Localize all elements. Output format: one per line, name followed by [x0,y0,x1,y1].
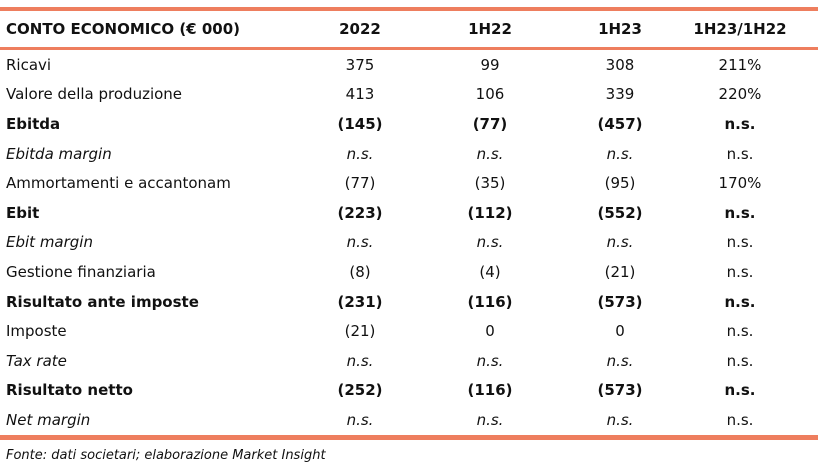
table-row: Gestione finanziaria (8) (4) (21) n.s. [0,257,818,287]
value-cell: n.s. [346,144,374,163]
row-label: Ebitda [6,114,61,133]
row-label: Ebit margin [6,233,93,252]
value-cell: n.s. [726,262,754,281]
row-label: Tax rate [6,351,67,370]
table-row: Risultato ante imposte (231) (116) (573) n.s… [0,287,818,317]
table-body: Ricavi 375 99 308 211% Valore della produzion… [0,49,818,438]
value-cell: (112) [467,203,513,222]
value-cell: n.s. [726,322,754,341]
value-cell: (223) [337,203,383,222]
row-label: Gestione finanziaria [6,262,156,281]
value-cell: (95) [604,174,636,193]
value-cell: n.s. [724,381,756,400]
value-cell: (573) [597,381,643,400]
value-cell: (573) [597,292,643,311]
table-row: Ebit (223) (112) (552) n.s. [0,198,818,228]
value-cell: n.s. [726,144,754,163]
value-cell: n.s. [606,233,634,252]
table-row: Valore della produzione 413 106 339 220% [0,80,818,110]
table-wrap: CONTO ECONOMICO (€ 000) 2022 1H22 1H23 1H23/… [0,7,818,440]
row-label: Ebit [6,203,40,222]
value-cell: 413 [345,85,375,104]
table-row: Tax rate n.s. n.s. n.s. n.s. [0,346,818,376]
value-cell: (145) [337,114,383,133]
value-cell: n.s. [476,351,504,370]
value-cell: 339 [605,85,635,104]
value-cell: (8) [349,262,371,281]
header-cell: 2022 [339,20,381,38]
table-row: Net margin n.s. n.s. n.s. n.s. [0,405,818,437]
row-label: Ammortamenti e accantonam [6,174,231,193]
row-label: Risultato ante imposte [6,292,199,311]
value-cell: n.s. [606,144,634,163]
value-cell: n.s. [726,410,754,429]
row-label: Ricavi [6,55,52,74]
value-cell: (231) [337,292,383,311]
value-cell: 0 [485,322,495,341]
value-cell: n.s. [724,203,756,222]
value-cell: 220% [718,85,762,104]
value-cell: n.s. [726,351,754,370]
value-cell: (252) [337,381,383,400]
value-cell: n.s. [726,233,754,252]
value-cell: n.s. [606,410,634,429]
header-cell: 1H23 [598,20,642,38]
table-row: Imposte (21) 0 0 n.s. [0,316,818,346]
table-row: Ricavi 375 99 308 211% [0,49,818,80]
row-label: Net margin [6,410,91,429]
value-cell: (77) [344,174,376,193]
value-cell: 106 [475,85,505,104]
footer: Fonte: dati societari; elaborazione Mark… [6,448,326,463]
value-cell: (552) [597,203,643,222]
value-cell: 375 [345,55,375,74]
value-cell: 211% [718,55,762,74]
value-cell: (116) [467,381,513,400]
value-cell: n.s. [346,410,374,429]
value-cell: n.s. [476,410,504,429]
value-cell: (21) [344,322,376,341]
table-row: Risultato netto (252) (116) (573) n.s. [0,376,818,406]
value-cell: n.s. [476,233,504,252]
value-cell: (457) [597,114,643,133]
table-row: Ebitda margin n.s. n.s. n.s. n.s. [0,139,818,169]
row-label: Risultato netto [6,381,133,400]
header-cell: 1H22 [468,20,512,38]
value-cell: (35) [474,174,506,193]
row-label: Ebitda margin [6,144,112,163]
table-row: Ammortamenti e accantonam (77) (35) (95) 170… [0,168,818,198]
value-cell: n.s. [476,144,504,163]
value-cell: n.s. [606,351,634,370]
value-cell: n.s. [724,292,756,311]
value-cell: 0 [615,322,625,341]
row-label: Valore della produzione [6,85,183,104]
value-cell: (4) [479,262,501,281]
value-cell: 99 [480,55,500,74]
value-cell: n.s. [724,114,756,133]
value-cell: 308 [605,55,635,74]
value-cell: n.s. [346,233,374,252]
value-cell: (21) [604,262,636,281]
income-table: CONTO ECONOMICO (€ 000) 2022 1H22 1H23 1H23/… [0,7,818,440]
value-cell: n.s. [346,351,374,370]
header-cell: CONTO ECONOMICO (€ 000) [6,20,241,38]
value-cell: (116) [467,292,513,311]
value-cell: (77) [472,114,508,133]
header-cell: 1H23/1H22 [693,20,787,38]
row-label: Imposte [6,322,67,341]
table-row: Ebit margin n.s. n.s. n.s. n.s. [0,228,818,258]
value-cell: 170% [718,174,762,193]
header-row: CONTO ECONOMICO (€ 000) 2022 1H22 1H23 1H23/… [0,9,818,49]
table-row: Ebitda (145) (77) (457) n.s. [0,109,818,139]
